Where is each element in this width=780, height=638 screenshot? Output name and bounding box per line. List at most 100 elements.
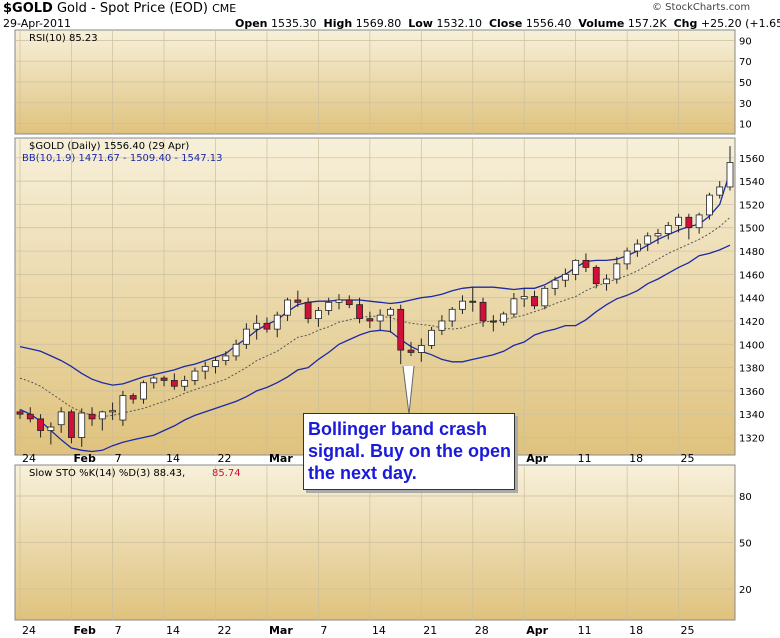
up-candle: [448, 308, 456, 322]
down-candle: [407, 349, 415, 353]
price-ytick-label: 1320: [739, 434, 764, 445]
down-candle: [16, 411, 24, 415]
sto-xtick-label: 18: [629, 624, 643, 637]
up-candle: [191, 370, 199, 381]
up-candle: [201, 366, 209, 372]
up-candle: [551, 279, 559, 289]
down-candle: [37, 418, 44, 431]
up-candle: [428, 329, 435, 346]
rsi-legend: RSI(10) 85.23: [29, 33, 98, 44]
down-candle: [489, 320, 497, 323]
down-candle: [263, 322, 271, 330]
up-candle: [284, 299, 291, 316]
price-ytick-label: 1380: [739, 364, 764, 375]
up-candle: [664, 225, 672, 234]
up-candle: [561, 273, 569, 281]
up-candle: [57, 411, 65, 426]
up-candle: [315, 310, 322, 320]
bb-legend: BB(10,1.9) 1471.67 - 1509.40 - 1547.13: [22, 153, 223, 164]
annotation-callout: Bollinger band crash signal. Buy on the …: [303, 413, 515, 490]
up-candle: [572, 259, 580, 275]
up-candle: [253, 322, 261, 330]
down-candle: [531, 296, 538, 307]
up-candle: [47, 426, 55, 431]
sto-xtick-label: 28: [475, 624, 489, 637]
volume-label: Volume: [578, 17, 625, 30]
price-xtick-label: Apr: [526, 452, 548, 465]
close-label: Close: [488, 17, 523, 30]
down-candle: [356, 304, 363, 320]
sto-legend-value2: 85.74: [212, 468, 241, 479]
up-candle: [212, 360, 219, 367]
sto-xtick-label: 14: [372, 624, 386, 637]
chg-value: +25.20 (+1.65%): [700, 17, 780, 30]
price-xtick-label: Mar: [269, 452, 293, 465]
down-candle: [26, 413, 34, 420]
down-candle: [582, 259, 590, 268]
down-candle: [170, 380, 178, 387]
price-xtick-label: 14: [166, 452, 180, 465]
price-xtick-label: Feb: [73, 452, 96, 465]
stockcharts-watermark: © StockCharts.com: [652, 2, 751, 13]
open-label: Open: [235, 17, 268, 30]
up-candle: [654, 233, 662, 237]
sto-xtick-label: Apr: [526, 624, 548, 637]
sto-xtick-label: 11: [578, 624, 592, 637]
sto-ytick-label: 20: [739, 585, 752, 596]
down-candle: [479, 301, 487, 322]
up-candle: [150, 377, 158, 384]
price-xtick-label: 11: [578, 452, 592, 465]
up-candle: [140, 382, 147, 400]
sto-xtick-label: 7: [115, 624, 122, 637]
up-candle: [716, 186, 724, 196]
price-xtick-label: 18: [629, 452, 643, 465]
down-candle: [592, 266, 600, 285]
high-value: 1569.80: [355, 17, 402, 30]
low-value: 1532.10: [436, 17, 482, 30]
up-candle: [726, 162, 734, 188]
up-candle: [78, 412, 86, 438]
price-legend: $GOLD (Daily) 1556.40 (29 Apr): [29, 141, 189, 152]
rsi-ytick-label: 30: [739, 99, 752, 110]
price-ytick-label: 1440: [739, 294, 764, 305]
down-candle: [397, 308, 405, 351]
rsi-ytick-label: 90: [739, 36, 752, 47]
close-value: 1556.40: [525, 17, 572, 30]
quote-date: 29-Apr-2011: [3, 17, 72, 30]
up-candle: [387, 308, 394, 316]
sto-ytick-label: 80: [739, 492, 752, 503]
sto-xtick-label: 25: [681, 624, 695, 637]
price-ytick-label: 1480: [739, 247, 764, 258]
symbol: $GOLD: [3, 1, 53, 16]
price-xtick-label: 22: [218, 452, 232, 465]
chg-label: Chg: [673, 17, 698, 30]
up-candle: [695, 214, 703, 229]
down-candle: [366, 318, 374, 322]
down-candle: [304, 301, 312, 320]
price-xtick-label: 7: [115, 452, 122, 465]
up-candle: [335, 299, 343, 303]
up-candle: [633, 243, 641, 252]
up-candle: [242, 328, 250, 345]
sto-xtick-label: 14: [166, 624, 180, 637]
up-candle: [181, 380, 189, 387]
up-candle: [623, 250, 631, 265]
price-ytick-label: 1560: [739, 154, 764, 165]
rsi-ytick-label: 10: [739, 120, 752, 131]
low-label: Low: [408, 17, 433, 30]
down-candle: [160, 377, 168, 381]
down-candle: [88, 413, 96, 420]
exchange: CME: [212, 2, 237, 15]
bb-lower-line: [19, 244, 731, 453]
down-candle: [129, 395, 137, 400]
up-candle: [119, 395, 127, 421]
up-candle: [520, 296, 528, 300]
down-candle: [294, 299, 302, 303]
rsi-ytick-label: 70: [739, 57, 752, 68]
price-ytick-label: 1460: [739, 270, 764, 281]
up-candle: [232, 343, 240, 357]
up-candle: [675, 216, 682, 226]
down-candle: [469, 300, 477, 303]
sto-xtick-label: 7: [320, 624, 327, 637]
